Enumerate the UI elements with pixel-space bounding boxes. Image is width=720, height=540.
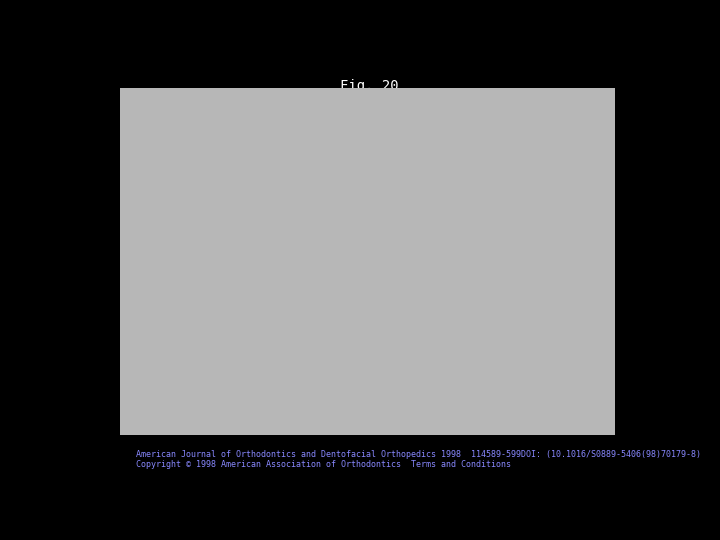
Text: Copyright © 1998 American Association of Orthodontics  Terms and Conditions: Copyright © 1998 American Association of… (137, 460, 511, 469)
Text: American Journal of Orthodontics and Dentofacial Orthopedics 1998  114589-599DOI: American Journal of Orthodontics and Den… (137, 450, 701, 459)
Text: Fig. 20: Fig. 20 (340, 79, 398, 93)
